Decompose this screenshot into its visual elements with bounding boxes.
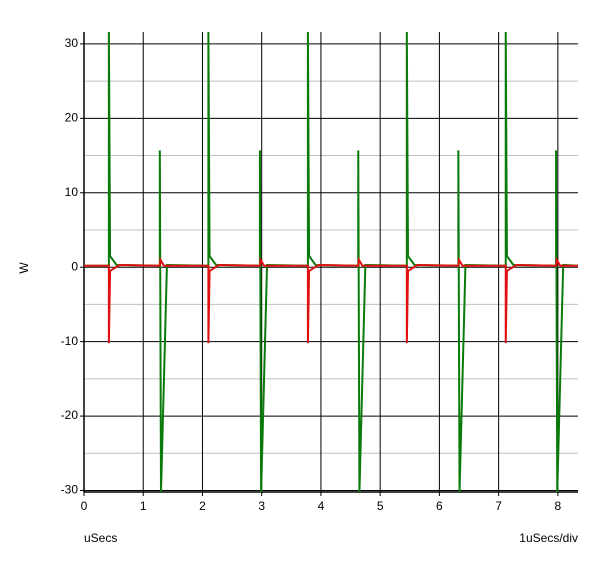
x-tick-label: 8 [555,499,562,513]
y-tick-label: 30 [65,36,79,50]
x-tick-label: 2 [199,499,206,513]
x-tick-label: 5 [377,499,384,513]
plot-area [84,32,578,492]
y-tick-label: 10 [65,185,79,199]
x-tick-label: 4 [318,499,325,513]
y-tick-label: -10 [61,334,79,348]
series-line [84,32,578,492]
x-tick-label: 6 [436,499,443,513]
x-tick-label: 1 [140,499,147,513]
series-line [84,256,578,344]
x-tick-label: 7 [495,499,502,513]
x-tick-label: 3 [258,499,265,513]
x-tick-label: 0 [81,499,88,513]
x-scale-label: 1uSecs/div [519,531,578,545]
y-tick-label: 0 [71,259,78,273]
y-tick-label: -30 [61,483,79,497]
y-tick-label: 20 [65,111,79,125]
y-axis-label: W [17,262,31,274]
y-tick-label: -20 [61,408,79,422]
x-axis-label: uSecs [84,531,117,545]
